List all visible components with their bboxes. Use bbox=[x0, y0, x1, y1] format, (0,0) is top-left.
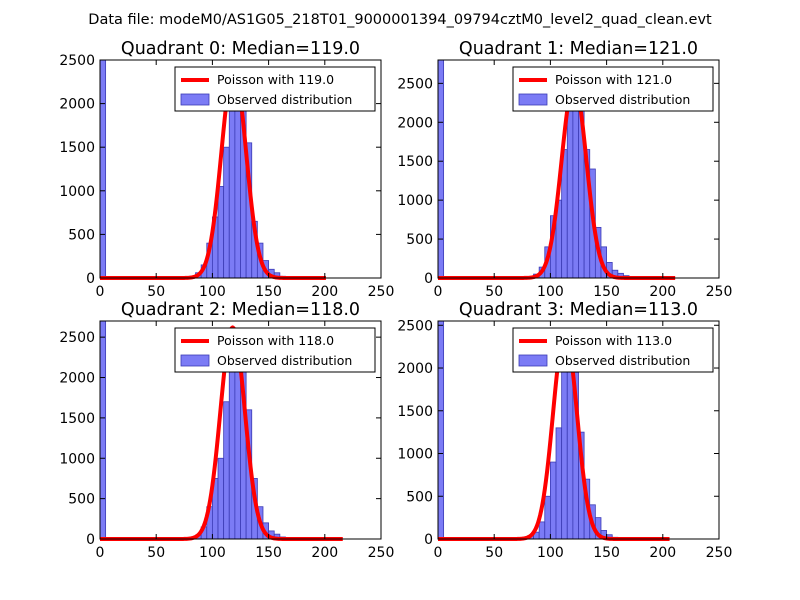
y-tick-label: 1500 bbox=[397, 404, 433, 420]
legend: Poisson with 113.0 Observed distribution bbox=[512, 327, 714, 373]
x-tick-label: 200 bbox=[311, 284, 338, 300]
y-tick-label: 2000 bbox=[59, 371, 95, 387]
x-tick-label: 250 bbox=[368, 284, 395, 300]
x-tick-label: 100 bbox=[537, 545, 564, 561]
quadrant-3-title: Quadrant 3: Median=113.0 bbox=[459, 300, 698, 320]
histogram-bar bbox=[566, 106, 574, 279]
y-tick-label: 1000 bbox=[397, 193, 433, 209]
y-tick-label: 1000 bbox=[59, 451, 95, 467]
x-tick-label: 50 bbox=[147, 545, 165, 561]
x-tick-label: 0 bbox=[434, 545, 443, 561]
x-tick-label: 50 bbox=[485, 284, 503, 300]
histogram-bar bbox=[228, 365, 236, 540]
y-tick-label: 0 bbox=[424, 532, 433, 548]
legend-label-poisson: Poisson with 118.0 bbox=[217, 333, 334, 348]
y-tick-label: 1500 bbox=[59, 411, 95, 427]
quadrant-0-plot: Quadrant 0: Median=119.00 50 100 150 200 2500… bbox=[59, 39, 394, 300]
x-tick-label: 200 bbox=[649, 284, 676, 300]
histogram-bar bbox=[437, 320, 445, 540]
x-tick-label: 200 bbox=[311, 545, 338, 561]
y-tick-label: 500 bbox=[68, 492, 95, 508]
histogram-bar bbox=[223, 401, 230, 540]
histogram-bar bbox=[555, 427, 563, 540]
histogram-bar bbox=[223, 146, 230, 279]
histogram-bar bbox=[544, 495, 551, 540]
histogram-bar bbox=[217, 186, 225, 279]
y-tick-label: 2000 bbox=[397, 115, 433, 131]
legend-bar-swatch bbox=[180, 93, 210, 106]
y-tick-label: 500 bbox=[406, 489, 433, 505]
legend-bar-swatch bbox=[518, 354, 548, 367]
quadrant-0-title: Quadrant 0: Median=119.0 bbox=[121, 39, 360, 59]
legend-label-poisson: Poisson with 121.0 bbox=[555, 72, 672, 87]
histogram-bar bbox=[437, 59, 445, 279]
y-tick-label: 2500 bbox=[397, 318, 433, 334]
x-tick-label: 150 bbox=[593, 284, 620, 300]
y-tick-label: 2000 bbox=[59, 97, 95, 113]
axes-frame bbox=[99, 59, 382, 279]
histogram-bar bbox=[561, 363, 568, 540]
histogram-bar bbox=[217, 457, 225, 540]
y-tick-label: 1000 bbox=[59, 184, 95, 200]
quadrant-2-title: Quadrant 2: Median=118.0 bbox=[121, 300, 360, 320]
x-tick-label: 250 bbox=[706, 545, 733, 561]
x-tick-label: 100 bbox=[199, 284, 226, 300]
x-tick-label: 50 bbox=[147, 284, 165, 300]
quadrant-3-plot: Quadrant 3: Median=113.00 50 100 150 200 2500… bbox=[397, 300, 732, 561]
x-tick-label: 0 bbox=[434, 284, 443, 300]
histogram-bar bbox=[228, 103, 236, 279]
legend-bar-swatch bbox=[518, 93, 548, 106]
legend: Poisson with 119.0 Observed distribution bbox=[174, 66, 376, 112]
legend: Poisson with 121.0 Observed distribution bbox=[512, 66, 714, 112]
y-tick-label: 2500 bbox=[397, 76, 433, 92]
x-tick-label: 0 bbox=[96, 284, 105, 300]
y-tick-label: 1500 bbox=[397, 154, 433, 170]
axes-frame bbox=[99, 320, 382, 540]
x-tick-label: 150 bbox=[593, 545, 620, 561]
histogram-bar bbox=[550, 461, 557, 540]
histogram-bar bbox=[99, 59, 107, 279]
y-tick-label: 2000 bbox=[397, 361, 433, 377]
x-tick-label: 150 bbox=[255, 284, 282, 300]
x-tick-label: 200 bbox=[649, 545, 676, 561]
x-tick-label: 150 bbox=[255, 545, 282, 561]
y-tick-label: 500 bbox=[406, 232, 433, 248]
y-tick-label: 500 bbox=[68, 227, 95, 243]
figure-suptitle: Data file: modeM0/AS1G05_218T01_90000013… bbox=[88, 12, 712, 28]
histogram-bar bbox=[538, 521, 546, 540]
y-tick-label: 0 bbox=[86, 271, 95, 287]
y-tick-label: 2500 bbox=[59, 330, 95, 346]
legend-label-observed: Observed distribution bbox=[555, 353, 690, 368]
x-tick-label: 250 bbox=[706, 284, 733, 300]
x-tick-label: 0 bbox=[96, 545, 105, 561]
legend: Poisson with 118.0 Observed distribution bbox=[174, 327, 376, 373]
y-tick-label: 1000 bbox=[397, 447, 433, 463]
x-tick-label: 250 bbox=[368, 545, 395, 561]
legend-label-observed: Observed distribution bbox=[217, 92, 352, 107]
legend-bar-swatch bbox=[180, 354, 210, 367]
legend-label-poisson: Poisson with 113.0 bbox=[555, 333, 672, 348]
quadrant-1-plot: Quadrant 1: Median=121.00 50 100 150 200 2500… bbox=[397, 39, 732, 300]
legend-label-observed: Observed distribution bbox=[217, 353, 352, 368]
y-tick-label: 1500 bbox=[59, 140, 95, 156]
quadrant-2-plot: Quadrant 2: Median=118.00 50 100 150 200 2500… bbox=[59, 300, 394, 561]
quadrant-1-title: Quadrant 1: Median=121.0 bbox=[459, 39, 698, 59]
histogram-bar bbox=[99, 320, 107, 540]
axes-frame bbox=[437, 320, 720, 540]
y-tick-label: 2500 bbox=[59, 53, 95, 69]
x-tick-label: 100 bbox=[199, 545, 226, 561]
legend-label-poisson: Poisson with 119.0 bbox=[217, 72, 334, 87]
x-tick-label: 50 bbox=[485, 545, 503, 561]
x-tick-label: 100 bbox=[537, 284, 564, 300]
y-tick-label: 0 bbox=[86, 532, 95, 548]
axes-frame bbox=[437, 59, 720, 279]
legend-label-observed: Observed distribution bbox=[555, 92, 690, 107]
y-tick-label: 0 bbox=[424, 271, 433, 287]
